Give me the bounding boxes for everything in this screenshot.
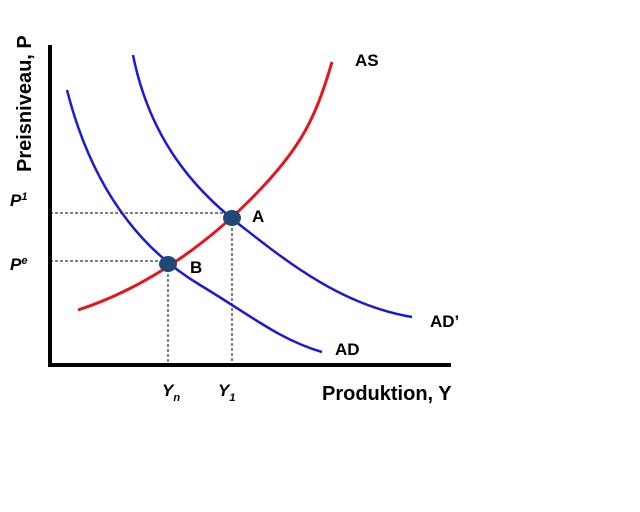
ad-prime-curve [131, 54, 413, 319]
tick-sub: n [173, 392, 180, 404]
tick-base: Y [218, 381, 231, 400]
point-b [159, 256, 177, 272]
point-label: A [252, 207, 264, 226]
y-tick-label: P1 [10, 191, 27, 210]
y-axis-label: Preisniveau, P [14, 35, 36, 172]
point-label: B [190, 258, 202, 277]
tick-sup: e [21, 255, 27, 267]
curve-label: AS [355, 51, 379, 70]
y-tick-label: Pe [10, 255, 27, 274]
curve-label: AD [335, 340, 360, 359]
tick-base: Y [162, 381, 175, 400]
tick-sup: 1 [21, 191, 27, 203]
ad-curve [65, 89, 323, 354]
point-a [223, 210, 241, 226]
x-axis-label: Produktion, Y [322, 383, 452, 405]
curve-label: AD’ [430, 312, 459, 331]
tick-base: P [10, 255, 22, 274]
tick-base: P [10, 191, 22, 210]
tick-sub: 1 [229, 392, 235, 404]
x-tick-label: Yn [162, 381, 180, 404]
x-tick-label: Y1 [218, 381, 235, 404]
as-curve [77, 61, 334, 312]
